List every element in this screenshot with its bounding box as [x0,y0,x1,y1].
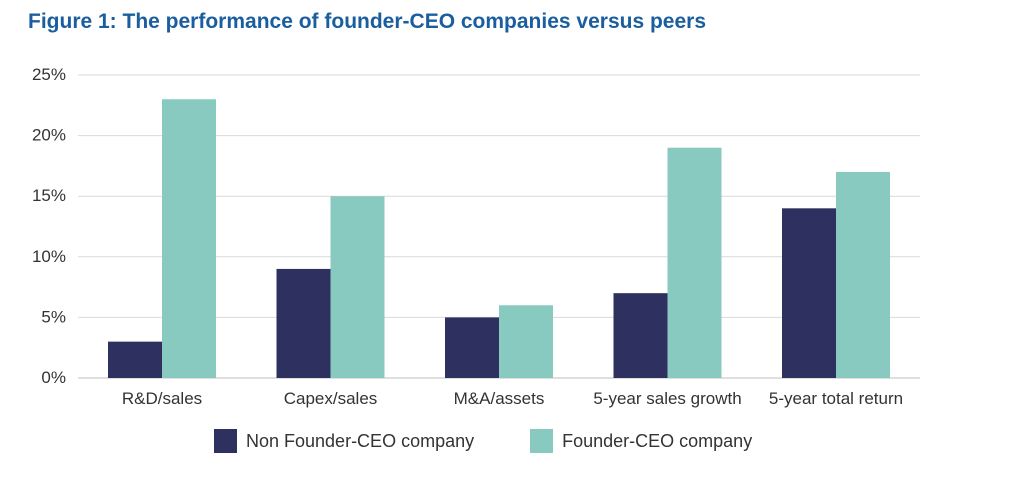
legend: Non Founder-CEO company Founder-CEO comp… [214,429,808,453]
bar-founder [162,99,216,379]
legend-item-founder: Founder-CEO company [530,429,752,453]
bar-non-founder [108,341,162,378]
y-tick-label: 0% [41,368,66,387]
y-tick-label: 15% [32,186,66,205]
x-axis-categories: R&D/sales Capex/sales M&A/assets 5-year sal… [122,389,903,408]
bar-non-founder [782,208,836,378]
legend-swatch-non-founder [214,429,237,453]
x-category-label: M&A/assets [454,389,545,408]
y-tick-label: 10% [32,247,66,266]
y-axis-ticks: 0% 5% 10% 15% 20% 25% [32,65,66,387]
bar-non-founder [276,268,331,378]
y-tick-label: 5% [41,307,66,326]
bar-founder [836,171,890,378]
bar-non-founder [445,317,499,378]
legend-label-non-founder: Non Founder-CEO company [246,430,475,451]
x-category-label: R&D/sales [122,389,202,408]
bar-founder [667,147,722,378]
bar-founder [499,305,553,378]
x-category-label: Capex/sales [284,389,378,408]
chart-title: Figure 1: The performance of founder-CEO… [28,10,706,33]
y-tick-label: 20% [32,126,66,145]
x-category-label: 5-year sales growth [593,389,741,408]
legend-label-founder: Founder-CEO company [562,430,753,451]
legend-item-non-founder: Non Founder-CEO company [214,429,474,453]
bars [108,99,890,379]
x-category-label: 5-year total return [769,389,903,408]
y-tick-label: 25% [32,65,66,84]
legend-swatch-founder [530,429,554,453]
bar-founder [330,196,385,378]
bar-non-founder [613,293,668,378]
